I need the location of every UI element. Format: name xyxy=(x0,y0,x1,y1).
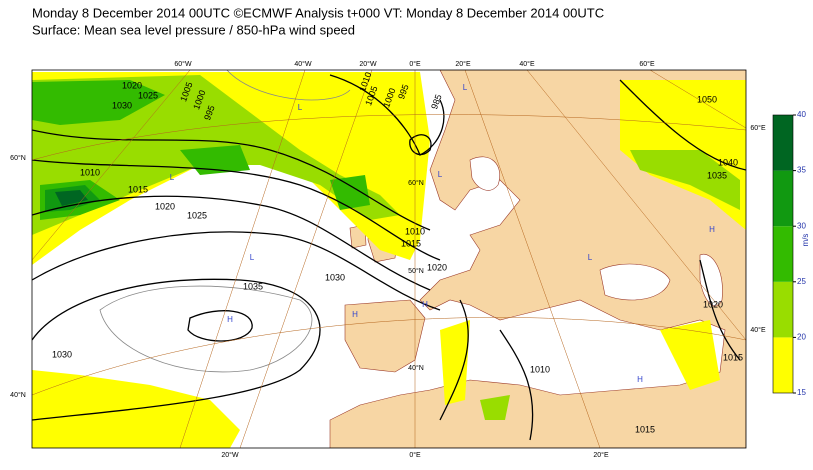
pressure-centre: L xyxy=(463,83,468,92)
pressure-centre: L xyxy=(588,253,593,262)
coordinate-label: 20°W xyxy=(221,451,239,459)
isobar-label: 985 xyxy=(429,93,444,111)
coordinate-label: 60°W xyxy=(174,60,192,68)
isobar-label: 1035 xyxy=(243,281,263,291)
isobar-label: 1010 xyxy=(530,364,550,374)
isobar-label: 1010 xyxy=(80,167,100,177)
isobar-label: 1020 xyxy=(155,201,175,211)
isobar-label: 1015 xyxy=(401,238,421,248)
pressure-centre: L xyxy=(250,253,255,262)
pressure-centre: H xyxy=(227,315,233,324)
isobar-label: 1030 xyxy=(52,349,72,359)
isobar-label: 1020 xyxy=(122,80,142,90)
pressure-centre: H xyxy=(422,300,428,309)
isobar-label: 1050 xyxy=(697,94,717,104)
isobar-label: 995 xyxy=(396,83,411,101)
map-frame xyxy=(31,69,747,449)
pressure-centre: L xyxy=(170,173,175,182)
colorbar-unit: m/s xyxy=(801,234,810,247)
isobar-label: 1010 xyxy=(405,226,425,236)
isobar-label: 1030 xyxy=(112,100,132,110)
colorbar-band xyxy=(773,337,793,393)
coordinate-label: 20°E xyxy=(593,451,609,459)
pressure-centre: L xyxy=(438,170,443,179)
coordinate-label: 60°N xyxy=(10,154,26,162)
colorbar-frame xyxy=(772,114,794,394)
isobar-label: 1025 xyxy=(187,210,207,220)
isobar-label: 1035 xyxy=(707,170,727,180)
title: Monday 8 December 2014 00UTC ©ECMWF Anal… xyxy=(32,5,604,20)
isobar-label: 1020 xyxy=(427,262,447,272)
coordinate-label: 60°N xyxy=(408,179,424,187)
coordinate-label: 40°E xyxy=(750,326,766,334)
colorbar-band xyxy=(773,226,793,282)
coordinate-label: 20°W xyxy=(359,60,377,68)
coordinate-label: 40°N xyxy=(408,364,424,372)
coordinate-label: 60°E xyxy=(639,60,655,68)
colorbar-band xyxy=(773,170,793,227)
colorbar-label: 15 xyxy=(797,388,806,397)
coordinate-label: 0°E xyxy=(409,451,421,459)
isobar-label: 1020 xyxy=(703,299,723,309)
isobar-label: 1030 xyxy=(325,272,345,282)
colorbar: 15 20 25 30 35 40 m/s xyxy=(772,110,810,397)
isobar-label: 1015 xyxy=(723,352,743,362)
isobar-label: 1025 xyxy=(138,90,158,100)
coordinate-label: 40°E xyxy=(519,60,535,68)
isobar-label: 995 xyxy=(202,104,217,122)
coordinate-label: 0°E xyxy=(409,60,421,68)
subtitle: Surface: Mean sea level pressure / 850-h… xyxy=(32,22,355,37)
coordinate-label: 50°N xyxy=(408,267,424,275)
pressure-centre: H xyxy=(637,375,643,384)
colorbar-label: 35 xyxy=(797,166,806,175)
colorbar-label: 25 xyxy=(797,277,806,286)
isobar-label: 1015 xyxy=(128,184,148,194)
pressure-centre: H xyxy=(709,225,715,234)
map xyxy=(32,70,746,448)
colorbar-label: 30 xyxy=(797,221,806,230)
coordinate-label: 20°E xyxy=(455,60,471,68)
isobar-label: 1040 xyxy=(718,157,738,167)
pressure-centre: H xyxy=(352,310,358,319)
colorbar-label: 20 xyxy=(797,333,806,342)
coordinate-label: 40°N xyxy=(10,391,26,399)
isobar-label: 1015 xyxy=(635,424,655,434)
colorbar-band xyxy=(773,115,793,171)
coordinate-label: 60°E xyxy=(750,124,766,132)
coordinate-label: 40°W xyxy=(294,60,312,68)
colorbar-label: 40 xyxy=(797,110,806,119)
pressure-centre: L xyxy=(298,103,303,112)
colorbar-band xyxy=(773,281,793,338)
